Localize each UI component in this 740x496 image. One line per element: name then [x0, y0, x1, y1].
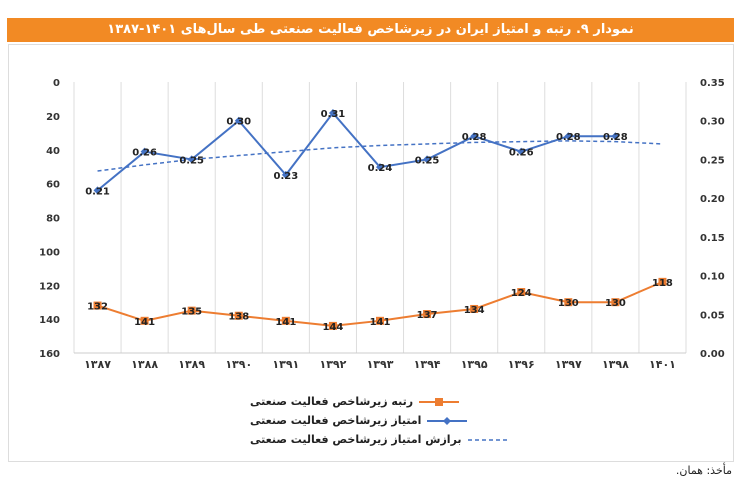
score-point [376, 163, 384, 172]
rank-data-label: 137 [417, 310, 438, 321]
rank-point [611, 298, 620, 307]
x-tick-label: ۱۳۸۷ [84, 358, 111, 371]
x-tick-label: ۱۴۰۱ [649, 358, 676, 371]
right-tick-label: 0.20 [700, 194, 725, 205]
rank-point [140, 316, 149, 325]
rank-data-label: 118 [652, 278, 673, 289]
left-tick-label: 160 [39, 349, 60, 360]
right-tick-label: 0.30 [700, 117, 725, 128]
left-tick-label: 60 [46, 180, 60, 191]
rank-data-label: 132 [87, 302, 108, 313]
rank-point [93, 301, 102, 310]
score-data-label: 0.26 [132, 148, 157, 159]
rank-point [423, 310, 432, 319]
score-point [517, 147, 526, 156]
left-tick-label: 20 [46, 112, 60, 123]
score-point [611, 132, 620, 141]
rank-point [187, 306, 196, 315]
left-tick-label: 40 [46, 146, 60, 157]
rank-data-label: 138 [228, 312, 249, 323]
score-line [96, 111, 616, 192]
score-data-label: 0.25 [179, 155, 204, 166]
legend-trend-label: برازش امتیاز زیرشاخص فعالیت صنعتی [250, 433, 462, 446]
x-tick-label: ۱۳۸۸ [131, 358, 158, 371]
rank-point [376, 316, 384, 325]
score-data-label: 0.28 [603, 132, 628, 143]
left-tick-label: 80 [46, 214, 60, 225]
right-tick-label: 0.25 [700, 155, 725, 166]
legend-rank: رتبه زیرشاخص فعالیت صنعتی [250, 392, 508, 411]
legend-rank-label: رتبه زیرشاخص فعالیت صنعتی [250, 395, 414, 408]
rank-data-label: 130 [605, 298, 626, 309]
score-point [234, 116, 243, 125]
x-tick-label: ۱۳۹۴ [414, 358, 441, 371]
score-data-label: 0.24 [368, 163, 393, 174]
source-note: مأخذ: همان. [675, 464, 732, 477]
score-point [470, 132, 479, 141]
score-point [93, 186, 102, 195]
legend-score: امتیاز زیرشاخص فعالیت صنعتی [250, 411, 508, 430]
score-data-label: 0.28 [462, 132, 487, 143]
legend-rank-marker [419, 397, 460, 406]
score-data-label: 0.26 [509, 148, 534, 159]
right-tick-label: 0.05 [700, 310, 725, 321]
left-tick-label: 100 [39, 247, 60, 258]
right-tick-label: 0.15 [700, 233, 725, 244]
left-tick-label: 140 [39, 315, 60, 326]
score-point [187, 155, 196, 164]
rank-point [470, 304, 479, 313]
left-tick-label: 120 [39, 281, 60, 292]
x-tick-label: ۱۳۹۱ [272, 358, 299, 371]
legend-trend-marker [467, 438, 508, 441]
rank-data-label: 134 [464, 305, 485, 316]
right-tick-label: 0.00 [700, 349, 725, 360]
score-data-label: 0.25 [415, 155, 440, 166]
chart-frame [8, 44, 734, 462]
score-point [328, 108, 337, 117]
x-tick-label: ۱۳۹۵ [461, 358, 488, 371]
left-tick-label: 0 [53, 78, 60, 89]
score-data-label: 0.28 [556, 132, 581, 143]
x-tick-label: ۱۳۹۶ [508, 358, 535, 371]
score-data-label: 0.21 [85, 186, 110, 197]
rank-data-label: 141 [370, 317, 391, 328]
rank-point [564, 298, 573, 307]
right-tick-label: 0.35 [700, 78, 725, 89]
score-data-label: 0.30 [226, 117, 251, 128]
x-tick-label: ۱۳۹۲ [319, 358, 346, 371]
score-point [140, 147, 149, 156]
score-point [423, 155, 432, 164]
rank-point [328, 321, 337, 330]
rank-data-label: 141 [134, 317, 155, 328]
legend: رتبه زیرشاخص فعالیت صنعتی امتیاز زیرشاخص… [250, 392, 508, 449]
score-point [281, 170, 290, 179]
rank-data-label: 135 [181, 307, 202, 318]
rank-point [658, 277, 667, 286]
legend-trend: برازش امتیاز زیرشاخص فعالیت صنعتی [250, 430, 508, 449]
right-tick-label: 0.10 [700, 272, 725, 283]
score-point [564, 132, 573, 141]
legend-score-marker [427, 416, 468, 425]
x-tick-label: ۱۳۹۷ [555, 358, 582, 371]
chart-title: نمودار ۹. رتبه و امتیاز ایران در زیرشاخص… [7, 18, 734, 42]
rank-data-label: 130 [558, 298, 579, 309]
x-tick-label: ۱۳۸۹ [178, 358, 205, 371]
rank-point [234, 311, 243, 320]
rank-data-label: 141 [275, 317, 296, 328]
rank-point [281, 316, 290, 325]
x-tick-label: ۱۳۹۳ [367, 358, 394, 371]
rank-data-label: 124 [511, 288, 532, 299]
rank-data-label: 144 [322, 322, 343, 333]
legend-score-label: امتیاز زیرشاخص فعالیت صنعتی [250, 414, 422, 427]
x-tick-label: ۱۳۹۰ [225, 358, 252, 371]
score-data-label: 0.31 [321, 109, 346, 120]
x-tick-label: ۱۳۹۸ [602, 358, 629, 371]
score-data-label: 0.23 [274, 171, 299, 182]
rank-point [517, 288, 526, 297]
